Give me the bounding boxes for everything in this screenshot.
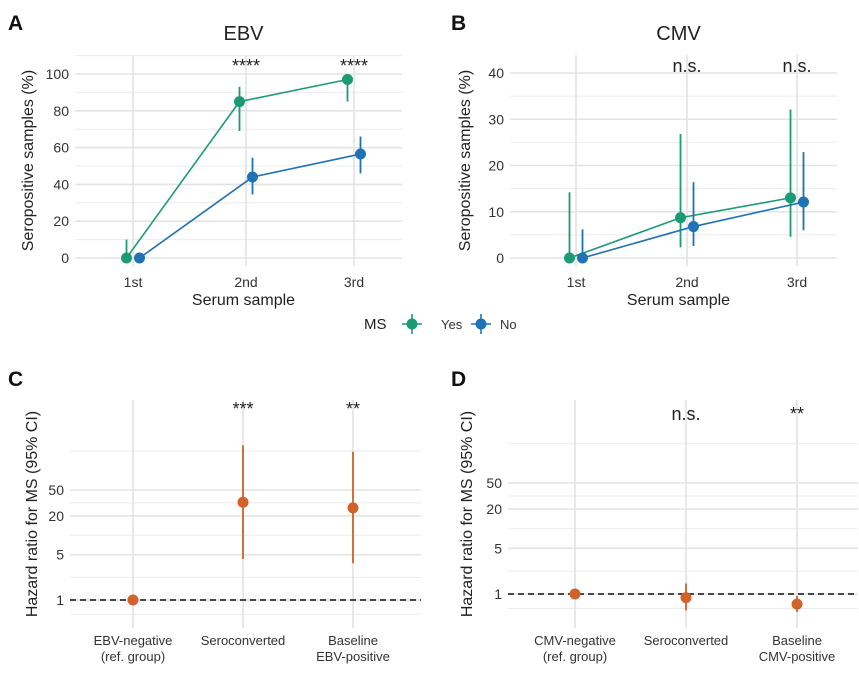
- panel-letter-c: C: [8, 368, 23, 391]
- significance-label: ***: [232, 399, 253, 419]
- data-point: [134, 252, 145, 264]
- legend-item-label: No: [500, 317, 517, 332]
- data-point: [234, 96, 245, 108]
- y-tick-label: 20: [488, 158, 504, 174]
- y-tick-label: 0: [496, 250, 504, 266]
- legend: MS Yes No: [364, 314, 517, 334]
- y-tick-label: 50: [48, 482, 64, 498]
- panel-letter-d: D: [451, 368, 466, 391]
- significance-label: **: [346, 399, 360, 419]
- y-tick-label: 20: [486, 501, 502, 517]
- y-tick-label: 20: [53, 213, 69, 229]
- x-tick-label: CMV-negative (ref. group): [534, 633, 616, 664]
- y-tick-label: 40: [53, 176, 69, 192]
- data-point: [680, 592, 692, 604]
- y-tick-label: 40: [488, 65, 504, 81]
- y-tick-label: 5: [494, 540, 502, 556]
- significance-label: n.s.: [672, 56, 701, 76]
- y-tick-label: 5: [56, 547, 64, 563]
- significance-label: ****: [232, 56, 260, 76]
- data-point: [785, 192, 796, 204]
- y-axis-label: Seropositive samples (%): [20, 70, 37, 251]
- legend-item-label: Yes: [441, 317, 463, 332]
- series-line-no: [139, 153, 361, 259]
- x-tick-label: 2nd: [234, 274, 257, 290]
- data-point: [127, 594, 139, 606]
- y-tick-label: 30: [488, 111, 504, 127]
- data-point: [577, 252, 588, 264]
- x-tick-label: Baseline EBV-positive: [316, 633, 390, 664]
- y-axis-label: Seropositive samples (%): [457, 70, 474, 251]
- data-point: [798, 196, 809, 208]
- x-tick-label: Seroconverted: [644, 633, 729, 648]
- panel-a: A 0 20 40 60 80 100 EBV **** **** 1st 2nd 3rd Serum s…: [8, 12, 402, 309]
- panel-title: CMV: [656, 23, 701, 45]
- x-tick-label: Seroconverted: [201, 633, 286, 648]
- data-point: [342, 74, 353, 86]
- panel-letter-b: B: [451, 12, 466, 35]
- x-tick-label: 3rd: [787, 274, 807, 290]
- y-tick-label: 20: [48, 508, 64, 524]
- y-axis-label: Hazard ratio for MS (95% CI): [459, 411, 476, 617]
- significance-label: n.s.: [782, 56, 811, 76]
- x-tick-label: 1st: [567, 274, 586, 290]
- data-point: [355, 148, 366, 160]
- y-tick-label: 1: [494, 586, 502, 602]
- x-axis-label: Serum sample: [627, 292, 730, 309]
- significance-label: ****: [340, 56, 368, 76]
- y-tick-label: 50: [486, 475, 502, 491]
- panel-b: B 0 10 20 30 40 CMV n.s. n.s. 1st 2nd 3rd Serum samp…: [451, 12, 837, 309]
- legend-title: MS: [364, 316, 387, 333]
- legend-key-point: [475, 318, 487, 330]
- significance-label: **: [790, 404, 804, 424]
- y-tick-label: 100: [46, 66, 70, 82]
- data-point: [569, 588, 581, 600]
- x-tick-label: Baseline CMV-positive: [759, 633, 836, 664]
- x-tick-label: 3rd: [344, 274, 364, 290]
- panel-title: EBV: [223, 23, 264, 45]
- y-tick-label: 10: [488, 204, 504, 220]
- x-tick-label: 2nd: [675, 274, 698, 290]
- x-tick-label: 1st: [124, 274, 143, 290]
- x-tick-label: EBV-negative (ref. group): [94, 633, 173, 664]
- data-point: [237, 496, 249, 508]
- data-point: [675, 212, 686, 224]
- y-tick-label: 1: [56, 592, 64, 608]
- significance-label: n.s.: [671, 404, 700, 424]
- panel-letter-a: A: [8, 12, 23, 35]
- data-point: [791, 598, 803, 610]
- y-tick-label: 0: [61, 250, 69, 266]
- data-point: [121, 252, 132, 264]
- panel-d: D 1 5 20 50 n.s. ** CMV-negative (ref. group) Ser…: [451, 368, 858, 664]
- data-point: [688, 221, 699, 233]
- y-tick-label: 60: [53, 140, 69, 156]
- data-point: [247, 171, 258, 183]
- y-tick-label: 80: [53, 103, 69, 119]
- legend-key-point: [406, 318, 418, 330]
- data-point: [564, 252, 575, 264]
- x-axis-label: Serum sample: [192, 292, 295, 309]
- y-axis-label: Hazard ratio for MS (95% CI): [24, 411, 41, 617]
- data-point: [347, 502, 359, 514]
